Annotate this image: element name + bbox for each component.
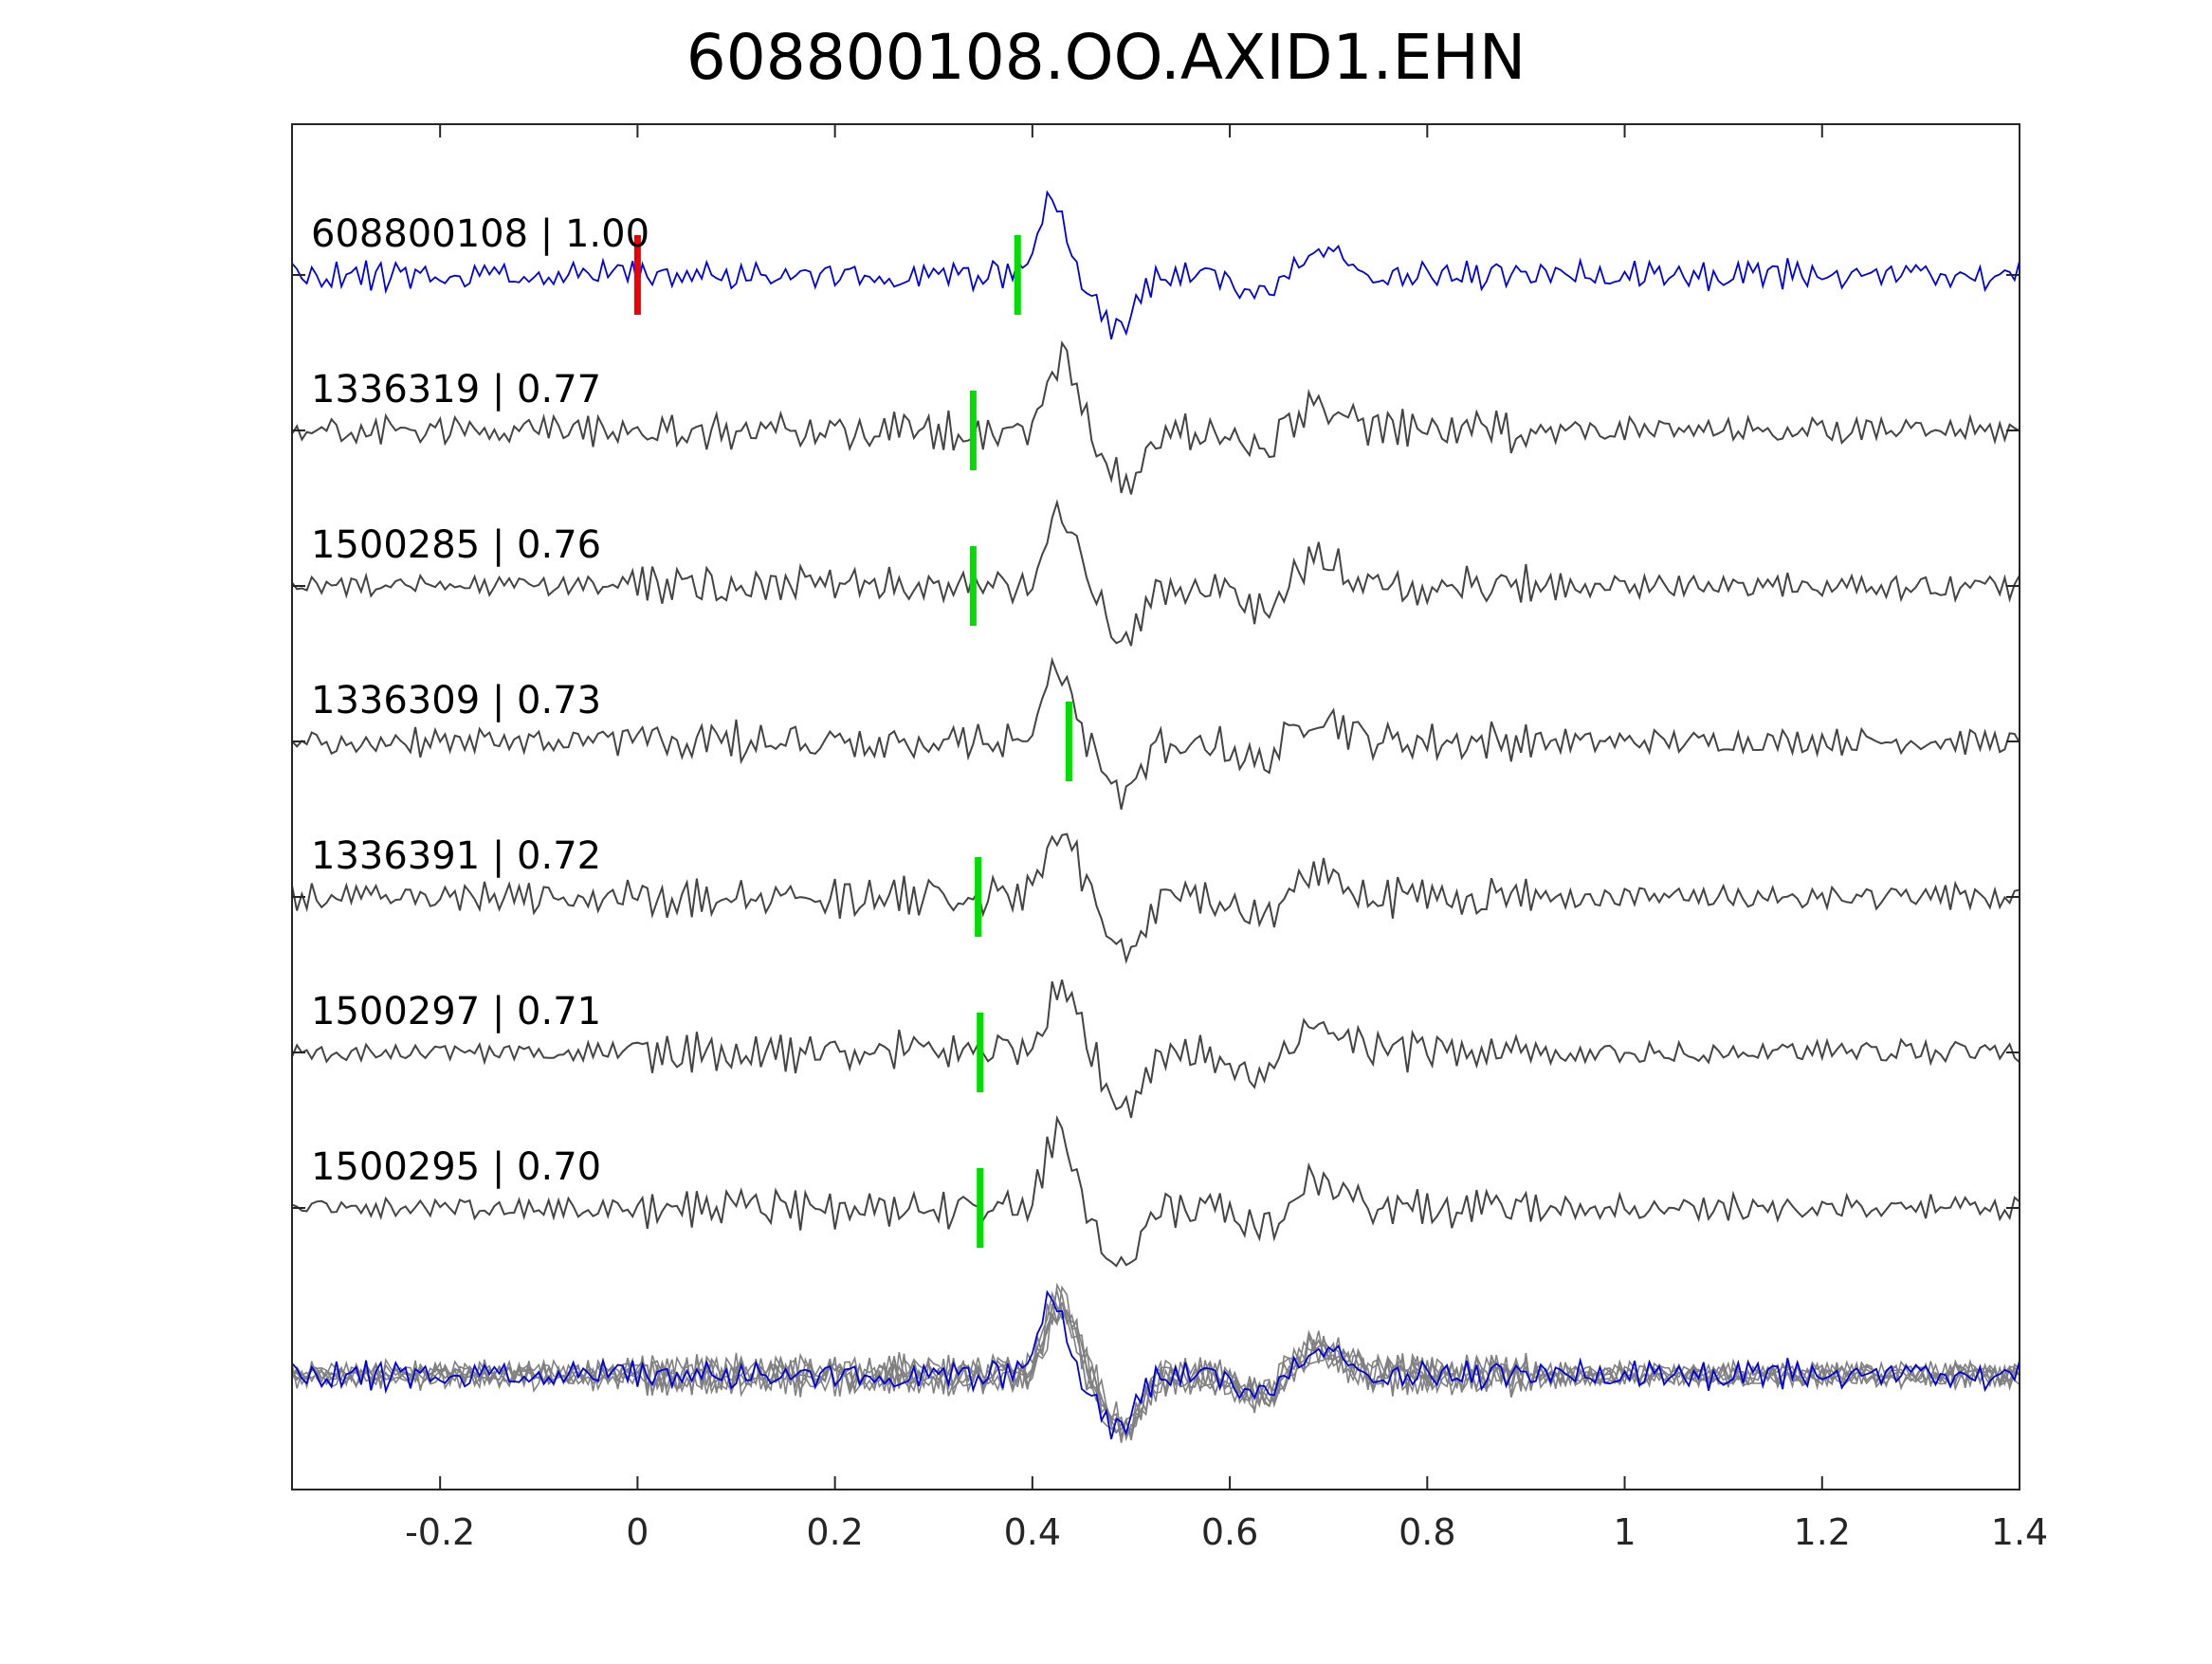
trace-line bbox=[291, 1114, 2020, 1268]
traces-layer bbox=[291, 190, 2020, 1268]
trace-labels-layer: 608800108 | 1.00 1336319 | 0.77 1500285 | … bbox=[311, 212, 649, 1189]
x-tick-label: 0.6 bbox=[1201, 1511, 1258, 1553]
trace-label: 608800108 | 1.00 bbox=[311, 212, 649, 256]
trace-label: 1336391 | 0.72 bbox=[311, 834, 601, 878]
chart-title: 608800108.OO.AXID1.EHN bbox=[686, 21, 1526, 94]
trace-line bbox=[291, 499, 2020, 647]
picks-layer bbox=[633, 235, 1072, 1248]
stacked-trace-line bbox=[291, 1285, 2020, 1439]
x-tick-label: 0.2 bbox=[806, 1511, 863, 1553]
x-tick-label: 0.8 bbox=[1398, 1511, 1455, 1553]
stacked-trace-line bbox=[291, 1288, 2020, 1435]
trace-label: 1336319 | 0.77 bbox=[311, 368, 601, 411]
trace-line bbox=[291, 656, 2020, 810]
axes-frame bbox=[291, 123, 2020, 1490]
trace-label: 1336309 | 0.73 bbox=[311, 679, 601, 722]
trace-label: 1500295 | 0.70 bbox=[311, 1145, 601, 1189]
x-tick-label: 1.2 bbox=[1794, 1511, 1851, 1553]
x-axis-ticks: -0.2 0 0.2 0.4 0.6 0.8 1 1.2 1.4 bbox=[292, 124, 2048, 1553]
trace-label: 1500297 | 0.71 bbox=[311, 990, 601, 1033]
trace-line bbox=[291, 979, 2020, 1119]
stacked-trace-line bbox=[291, 1289, 2020, 1440]
trace-label: 1500285 | 0.76 bbox=[311, 523, 601, 567]
x-tick-label: 0 bbox=[626, 1511, 649, 1553]
x-tick-label: 1.4 bbox=[1991, 1511, 2048, 1553]
trace-line bbox=[291, 340, 2020, 495]
x-tick-label: 1 bbox=[1613, 1511, 1636, 1553]
stacked-overlay-layer bbox=[291, 1282, 2020, 1443]
stacked-trace-line bbox=[291, 1282, 2020, 1435]
trace-line bbox=[291, 190, 2020, 340]
trace-line bbox=[291, 832, 2020, 964]
x-tick-label: 0.4 bbox=[1004, 1511, 1061, 1553]
x-tick-label: -0.2 bbox=[405, 1511, 475, 1553]
